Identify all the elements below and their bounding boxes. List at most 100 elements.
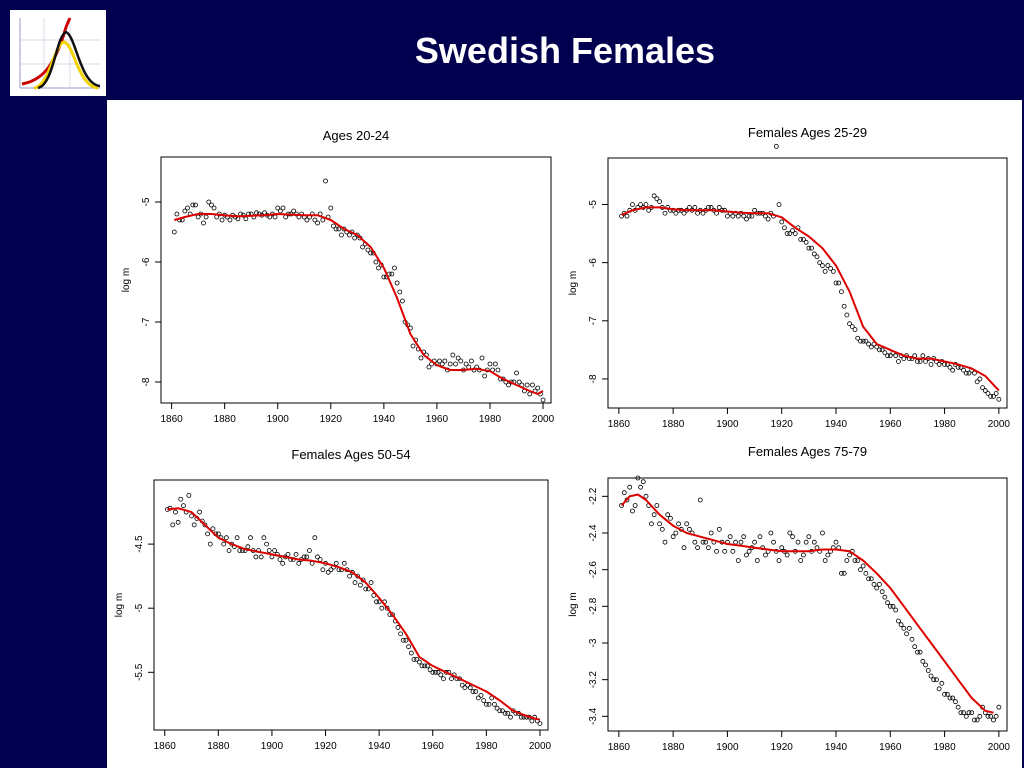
x-tick-label: 1860 [608,742,631,753]
data-point [439,361,445,367]
plot-frame [607,477,1008,732]
data-point [980,385,985,391]
data-point [514,370,519,376]
data-point [264,541,269,547]
plot-frame [160,156,552,404]
data-point [400,298,405,304]
data-point [923,662,928,668]
data-point [368,580,374,585]
data-point [817,260,823,266]
data-point [779,545,785,551]
data-point [185,205,190,211]
chart-1: Ages 20-24 1860 1880 1900 1920 1940 1960 1980 20… [121,128,555,425]
data-point [790,534,795,540]
data-point [462,685,468,691]
data-point [868,576,874,582]
data-point [795,539,801,545]
y-tick-label: -4.5 [134,535,145,553]
data-point [809,245,814,251]
data-point [890,603,896,609]
data-point [516,379,522,385]
data-point [506,382,511,388]
data-point [635,475,641,481]
data-point [754,558,760,563]
data-point [227,217,233,223]
data-point [430,669,436,675]
data-point [453,361,458,367]
right-edge-bar [1022,100,1024,768]
data-point [368,250,373,256]
y-tick-label: -7 [141,317,152,326]
data-point [173,509,178,515]
data-point [328,205,334,211]
y-tick-label: -3 [588,638,599,647]
data-point [950,695,956,701]
data-point [438,672,444,678]
data-point [392,265,397,271]
data-point [716,205,722,210]
data-point [966,370,972,376]
data-point [651,193,657,199]
data-point [395,625,401,630]
data-point [885,353,890,359]
data-point [814,254,820,260]
y-axis-label: log m [121,268,132,292]
data-point [323,178,328,184]
data-point [505,710,511,716]
data-point [243,216,249,222]
data-point [237,548,243,553]
data-point [825,552,831,558]
data-point [363,586,369,592]
plot-frame [153,479,549,731]
data-point [437,358,442,364]
data-point [435,669,441,675]
x-tick-label: 1960 [879,419,902,430]
data-point [700,539,706,545]
x-tick-label: 1980 [475,741,498,752]
data-point [640,479,646,485]
data-point [882,594,888,600]
data-point [189,513,194,519]
data-point [822,558,828,563]
data-point [741,213,747,219]
chart-title: Females Ages 75-79 [748,444,867,459]
data-point [447,361,453,367]
data-point [296,560,302,566]
data-point [811,539,817,545]
data-point [757,534,763,540]
data-point [833,539,839,545]
data-point [475,695,481,701]
y-tick-label: -5 [588,200,599,209]
data-point [993,713,999,719]
data-point [632,503,638,508]
chart-2: Females Ages 25-29 1860 1880 1900 1920 1940 19… [568,125,1010,430]
data-point [394,280,400,286]
fit-line [620,493,994,714]
y-tick-label: -8 [588,374,599,383]
data-point [727,534,733,540]
data-point [752,539,757,545]
data-point [931,677,937,683]
data-point [258,554,264,560]
data-point [925,668,931,673]
data-point [272,548,278,553]
data-point [527,391,533,397]
data-point [422,663,428,669]
data-point [497,708,503,714]
data-point [944,691,950,697]
data-point [336,226,342,232]
data-point [374,599,379,605]
data-point [673,210,679,216]
data-point [703,539,709,545]
data-point [670,534,676,540]
data-point [182,208,188,214]
data-point [782,225,787,231]
data-point [961,367,966,373]
data-point [285,551,291,557]
y-tick-label: -5 [141,197,152,206]
data-point [649,521,654,527]
data-point [882,350,888,356]
data-point [985,713,991,719]
data-point [411,657,417,662]
data-point [953,699,958,705]
